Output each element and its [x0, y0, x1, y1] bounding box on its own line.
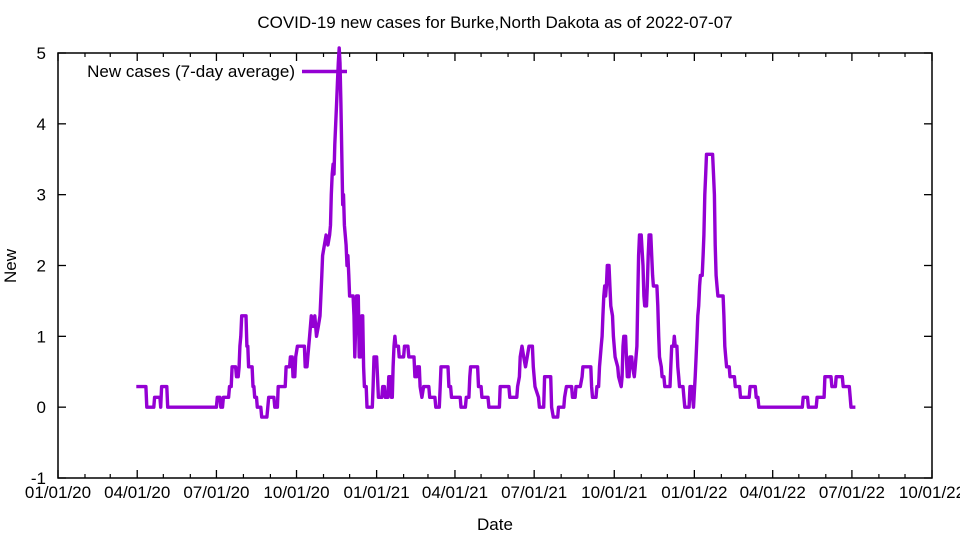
y-tick-label: 2	[37, 257, 46, 276]
chart-title: COVID-19 new cases for Burke,North Dakot…	[257, 13, 732, 32]
y-tick-label: 3	[37, 186, 46, 205]
x-tick-label: 10/01/20	[263, 483, 329, 502]
y-axis-label: New	[1, 248, 20, 283]
x-tick-label: 01/01/21	[344, 483, 410, 502]
x-tick-label: 07/01/21	[501, 483, 567, 502]
plot-border-rect	[57, 52, 933, 479]
data-line	[136, 46, 856, 419]
x-tick-label: 07/01/22	[819, 483, 885, 502]
legend-label: New cases (7-day average)	[87, 62, 295, 81]
x-tick-label: 10/01/21	[581, 483, 647, 502]
x-axis-label: Date	[477, 515, 513, 534]
y-tick-label: 1	[37, 327, 46, 346]
x-tick-label: 07/01/20	[183, 483, 249, 502]
x-tick-label: 04/01/20	[104, 483, 170, 502]
x-tick-label: 01/01/20	[25, 483, 91, 502]
y-tick-label: 5	[37, 44, 46, 63]
x-tick-label: 04/01/22	[740, 483, 806, 502]
plot-border	[57, 52, 933, 479]
y-tick-label: 0	[37, 398, 46, 417]
x-axis-ticks: 01/01/20 04/01/20 07/01/20 10/01/20 01/01/21…	[25, 53, 960, 502]
y-axis-ticks: -1 0 1 2 3 4 5	[31, 44, 932, 488]
x-tick-label: 10/01/22	[899, 483, 960, 502]
x-tick-label: 04/01/21	[422, 483, 488, 502]
x-tick-label: 01/01/22	[661, 483, 727, 502]
y-tick-label: -1	[31, 469, 46, 488]
data-series	[136, 46, 856, 419]
y-tick-label: 4	[37, 115, 46, 134]
